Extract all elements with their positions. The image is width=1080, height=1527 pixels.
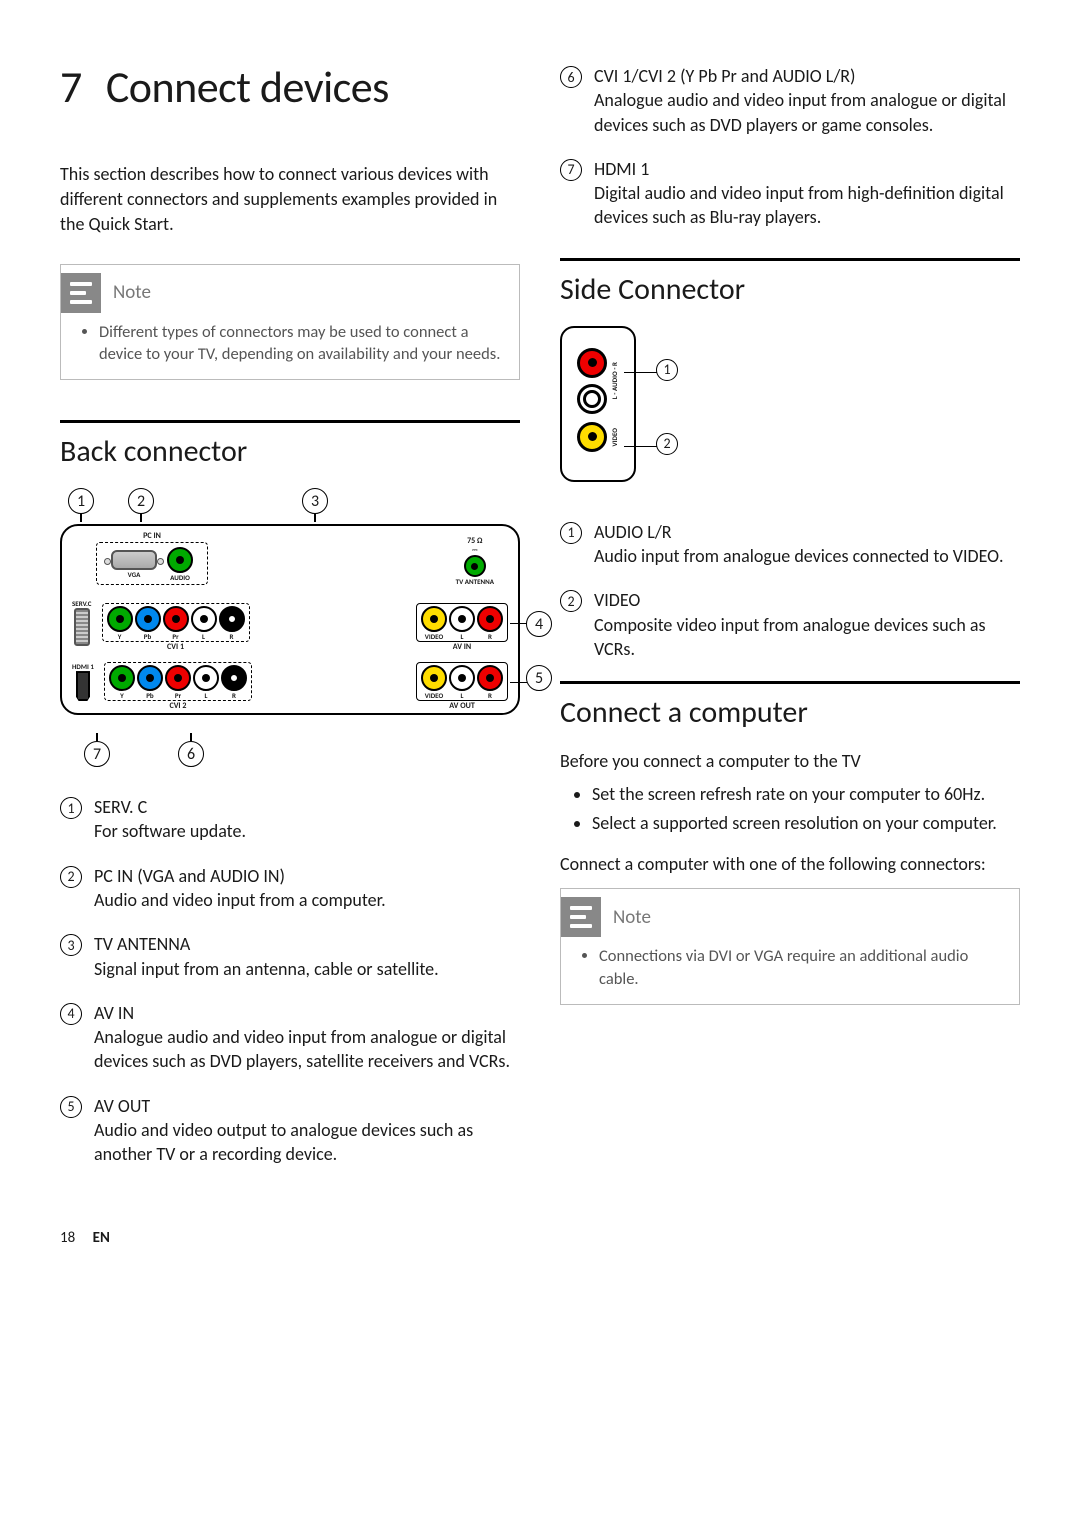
r-in-jack: [477, 606, 503, 632]
av-in-group: VIDEO L R AV IN: [416, 603, 508, 642]
note-header: Note: [61, 265, 519, 321]
conn-item-7: 7 HDMI 1Digital audio and video input fr…: [560, 157, 1020, 230]
pc-in-label: PC IN: [141, 531, 163, 541]
side-item-1: 1 AUDIO L/R Audio input from analogue de…: [560, 520, 1020, 569]
pb-jack: [135, 606, 161, 632]
antenna-port: [464, 555, 486, 577]
callout-1: 1: [68, 488, 94, 514]
right-column: 6 CVI 1/CVI 2 (Y Pb Pr and AUDIO L/R)Ana…: [560, 60, 1020, 1187]
side-callout-1: 1: [656, 359, 678, 381]
cvi1-group: Y Pb Pr L R CVI 1: [102, 603, 250, 642]
callout-5: 5: [526, 665, 552, 691]
y-jack: [107, 606, 133, 632]
connect-computer-heading: Connect a computer: [560, 681, 1020, 731]
computer-subhead: Before you connect a computer to the TV: [560, 749, 1020, 773]
callout-2: 2: [128, 488, 154, 514]
pr-jack: [163, 606, 189, 632]
computer-bullets: Set the screen refresh rate on your comp…: [560, 782, 1020, 836]
av-out-group: VIDEO L R AV OUT: [416, 662, 508, 701]
note-body-2: Connections via DVI or VGA require an ad…: [561, 945, 1019, 1004]
hdmi-port: [76, 671, 90, 701]
note-body: Different types of connectors may be use…: [61, 321, 519, 380]
l-jack: [191, 606, 217, 632]
conn-item-2: 2 PC IN (VGA and AUDIO IN)Audio and vide…: [60, 864, 520, 913]
computer-bullet-1: Set the screen refresh rate on your comp…: [592, 782, 1020, 807]
callout-4: 4: [526, 611, 552, 637]
note-icon: [61, 273, 101, 313]
side-audio-l-jack: [577, 384, 607, 414]
side-audio-label: L - AUDIO - R: [610, 362, 619, 399]
side-audio-r-jack: [577, 348, 607, 378]
back-connector-list-right: 6 CVI 1/CVI 2 (Y Pb Pr and AUDIO L/R)Ana…: [560, 64, 1020, 230]
note-item-2: Connections via DVI or VGA require an ad…: [599, 945, 1003, 990]
page-number: 18: [60, 1229, 75, 1247]
cvi2-group: Y Pb Pr L R CVI 2: [104, 662, 252, 701]
left-column: 7 Connect devices This section describes …: [60, 60, 520, 1187]
hdmi-group: HDMI 1: [72, 662, 94, 701]
conn-item-4: 4 AV INAnalogue audio and video input fr…: [60, 1001, 520, 1074]
conn-item-1: 1 SERV. CFor software update.: [60, 795, 520, 844]
serv-port: [74, 608, 90, 646]
chapter-number: 7: [60, 60, 82, 114]
serv-group: SERV.C: [72, 599, 92, 646]
vga-port: [111, 550, 157, 570]
note-box-1: Note Different types of connectors may b…: [60, 264, 520, 381]
intro-paragraph: This section describes how to connect va…: [60, 162, 520, 238]
audio-in-jack: [167, 547, 193, 573]
antenna-group: 75 Ω ⎓ TV ANTENNA: [456, 536, 494, 585]
chapter-title: 7 Connect devices: [60, 60, 520, 114]
page-lang: EN: [93, 1229, 110, 1247]
conn-item-3: 3 TV ANTENNASignal input from an antenna…: [60, 932, 520, 981]
side-connector-list: 1 AUDIO L/R Audio input from analogue de…: [560, 520, 1020, 661]
side-item-2: 2 VIDEO Composite video input from analo…: [560, 588, 1020, 661]
note-item: Different types of connectors may be use…: [99, 321, 503, 366]
note-icon: [561, 897, 601, 937]
computer-subhead-2: Connect a computer with one of the follo…: [560, 852, 1020, 876]
r-jack: [219, 606, 245, 632]
callout-7: 7: [84, 741, 110, 767]
note-box-2: Note Connections via DVI or VGA require …: [560, 888, 1020, 1005]
note-label: Note: [113, 281, 151, 304]
side-connector-diagram: L - AUDIO - R VIDEO: [560, 326, 636, 482]
side-video-jack: [577, 422, 607, 452]
back-connector-diagram: PC IN VGA AUDIO 75 Ω ⎓ TV ANTENNA SERV.C: [60, 524, 520, 715]
side-connector-heading: Side Connector: [560, 258, 1020, 308]
back-connector-list: 1 SERV. CFor software update. 2 PC IN (V…: [60, 795, 520, 1167]
conn-item-6: 6 CVI 1/CVI 2 (Y Pb Pr and AUDIO L/R)Ana…: [560, 64, 1020, 137]
note-label-2: Note: [613, 906, 651, 929]
note-header-2: Note: [561, 889, 1019, 945]
conn-item-5: 5 AV OUTAudio and video output to analog…: [60, 1094, 520, 1167]
side-callout-2: 2: [656, 433, 678, 455]
back-connector-heading: Back connector: [60, 420, 520, 470]
back-callouts-top: 1 2 3: [60, 488, 520, 522]
page: 7 Connect devices This section describes …: [0, 0, 1080, 1217]
back-callouts-bottom: 7 6: [60, 733, 520, 767]
l-in-jack: [449, 606, 475, 632]
pc-in-group: PC IN VGA AUDIO: [96, 542, 208, 585]
page-footer: 18 EN: [0, 1217, 1080, 1287]
chapter-text: Connect devices: [106, 60, 389, 114]
video-in-jack: [421, 606, 447, 632]
computer-bullet-2: Select a supported screen resolution on …: [592, 811, 1020, 836]
callout-3: 3: [302, 488, 328, 514]
side-video-label: VIDEO: [610, 428, 619, 446]
callout-6: 6: [178, 741, 204, 767]
